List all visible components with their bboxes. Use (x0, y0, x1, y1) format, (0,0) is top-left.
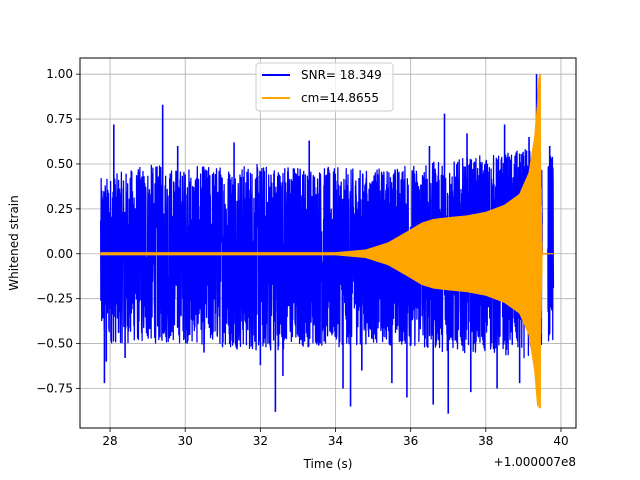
y-tick-label: 0.25 (46, 202, 73, 216)
x-axis-label: Time (s) (303, 457, 353, 471)
y-axis-label: Whitened strain (7, 195, 21, 291)
axes-frame (79, 57, 577, 429)
legend-entry-snr: SNR= 18.349 (301, 68, 382, 82)
series-layer (100, 74, 555, 414)
x-tick-label: 30 (178, 434, 193, 448)
x-axis-ticks: 28 30 32 34 36 38 40 (102, 428, 569, 448)
x-axis-offset-label: +1.000007e8 (494, 455, 576, 469)
legend-box (255, 62, 394, 112)
y-tick-label: −0.25 (36, 292, 73, 306)
x-tick-label: 40 (553, 434, 568, 448)
plot-area (100, 74, 555, 414)
legend-entry-cm: cm=14.8655 (301, 91, 379, 105)
y-tick-label: −0.50 (36, 337, 73, 351)
y-tick-label: 0.50 (46, 157, 73, 171)
series-cm-line (100, 77, 554, 408)
y-tick-label: −0.75 (36, 381, 73, 395)
y-tick-label: 0.75 (46, 112, 73, 126)
x-tick-label: 32 (253, 434, 268, 448)
y-axis-ticks: −0.75 −0.50 −0.25 0.00 0.25 0.50 0.75 1.00 (36, 67, 80, 395)
y-tick-label: 1.00 (46, 67, 73, 81)
x-tick-label: 28 (102, 434, 117, 448)
series-snr-line (100, 149, 555, 359)
x-tick-label: 34 (328, 434, 343, 448)
legend: SNR= 18.349 cm=14.8655 (255, 62, 394, 112)
x-tick-label: 36 (403, 434, 418, 448)
y-tick-label: 0.00 (46, 247, 73, 261)
x-tick-label: 38 (478, 434, 493, 448)
